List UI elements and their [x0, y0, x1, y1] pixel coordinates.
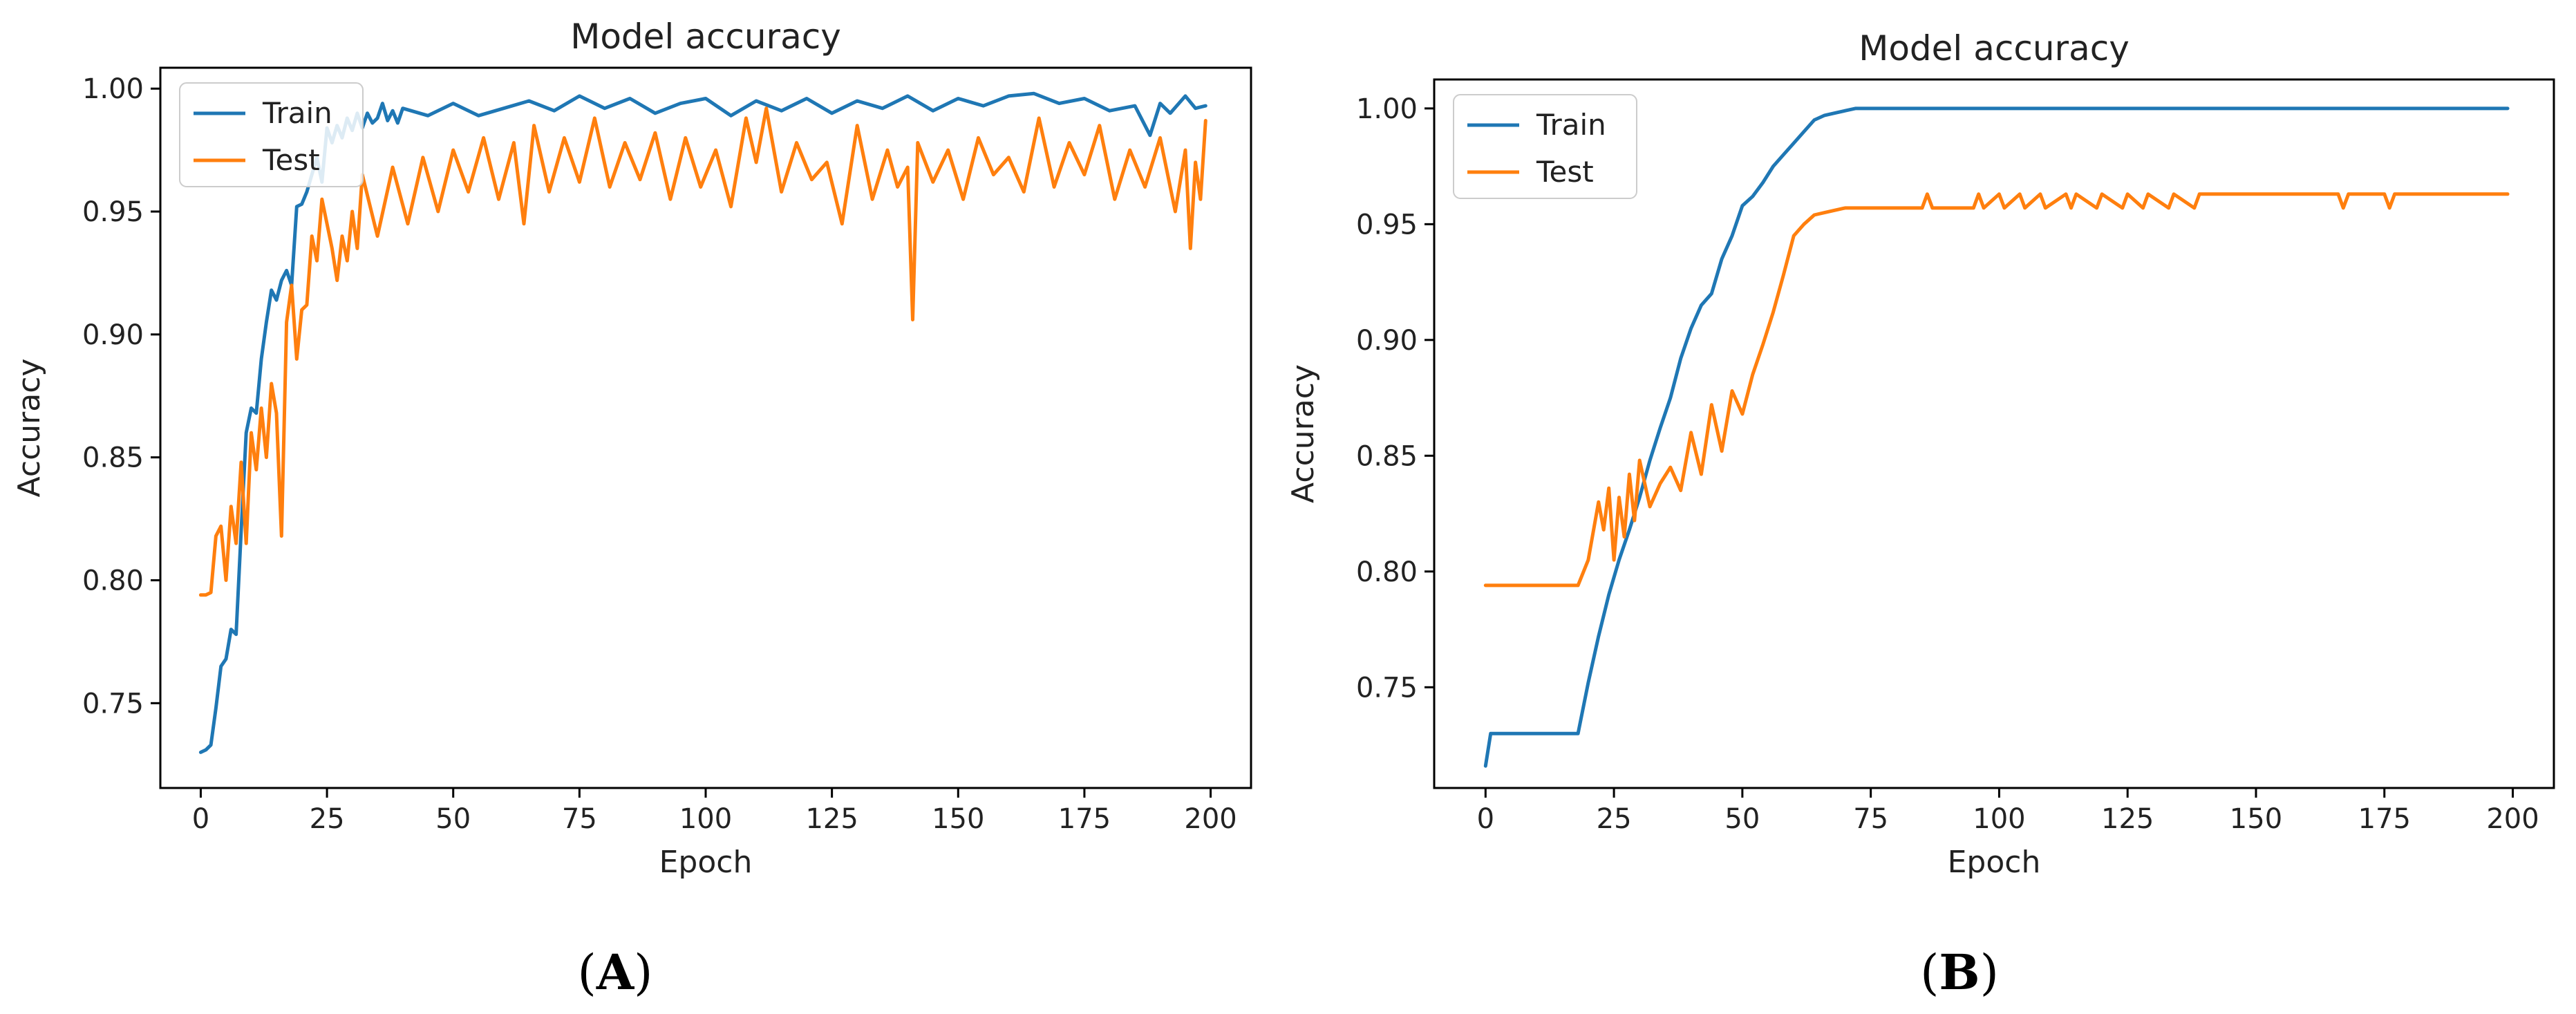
- x-tick-label: 150: [2230, 803, 2282, 835]
- y-tick-label: 0.75: [1356, 672, 1418, 704]
- x-tick-label: 50: [435, 803, 471, 835]
- x-tick-label: 0: [1477, 803, 1494, 835]
- y-axis-label-a: Accuracy: [12, 359, 47, 498]
- y-axis-label-b: Accuracy: [1286, 364, 1321, 503]
- x-tick-label: 200: [1184, 803, 1237, 835]
- series-line-test-b: [1483, 192, 2510, 588]
- x-tick-label: 25: [310, 803, 345, 835]
- y-tick-label: 0.80: [82, 565, 144, 597]
- x-tick-label: 150: [932, 803, 984, 835]
- x-tick-label: 200: [2486, 803, 2539, 835]
- x-tick-label: 50: [1724, 803, 1760, 835]
- y-tick-label: 0.85: [1356, 440, 1418, 472]
- panel-label-a-letter: A: [596, 943, 634, 1001]
- x-tick-label: 125: [805, 803, 858, 835]
- legend-label-test-b: Test: [1536, 155, 1594, 189]
- panel-label-b: (B): [1920, 943, 1999, 1001]
- y-tick-label: 0.95: [1356, 209, 1418, 241]
- chart-title-b: Model accuracy: [1859, 28, 2130, 68]
- panel-label-b-letter: B: [1939, 943, 1980, 1001]
- x-tick-label: 25: [1597, 803, 1632, 835]
- y-tick-label: 0.95: [82, 196, 144, 228]
- x-tick-label: 0: [192, 803, 209, 835]
- chart-panel-b: 0 25 50 75 100 125 150 175 200 0.75 0.80 0.85 0.90 0.…: [1286, 28, 2555, 880]
- plot-frame-b: [1433, 78, 2555, 789]
- chart-panel-a: 0 25 50 75 100 125 150 175 200 0.75 0.80 0.85 0.90 0.…: [12, 17, 1252, 880]
- y-tick-label: 0.80: [1356, 556, 1418, 588]
- x-axis-label-a: Epoch: [659, 845, 753, 880]
- x-tick-label: 75: [1853, 803, 1888, 835]
- y-tick-label: 1.00: [82, 73, 144, 105]
- series-line-train-a: [198, 91, 1207, 754]
- legend-label-train-b: Train: [1536, 108, 1606, 142]
- chart-title-a: Model accuracy: [570, 17, 841, 57]
- series-line-test-a: [198, 106, 1207, 597]
- y-tick-label: 0.90: [1356, 325, 1418, 357]
- panel-label-a: (A): [577, 943, 653, 1001]
- y-tick-label: 0.85: [82, 442, 144, 474]
- x-tick-label: 100: [679, 803, 732, 835]
- y-tick-label: 0.90: [82, 319, 144, 351]
- legend-label-train-a: Train: [262, 96, 332, 130]
- x-tick-label: 125: [2101, 803, 2154, 835]
- x-tick-label: 175: [1058, 803, 1111, 835]
- x-axis-label-b: Epoch: [1948, 845, 2041, 880]
- x-tick-label: 75: [562, 803, 597, 835]
- y-tick-label: 1.00: [1356, 93, 1418, 125]
- y-tick-label: 0.75: [82, 688, 144, 720]
- x-tick-label: 100: [1973, 803, 2025, 835]
- x-tick-label: 175: [2358, 803, 2411, 835]
- legend-label-test-a: Test: [262, 143, 320, 177]
- series-line-train-b: [1483, 106, 2510, 768]
